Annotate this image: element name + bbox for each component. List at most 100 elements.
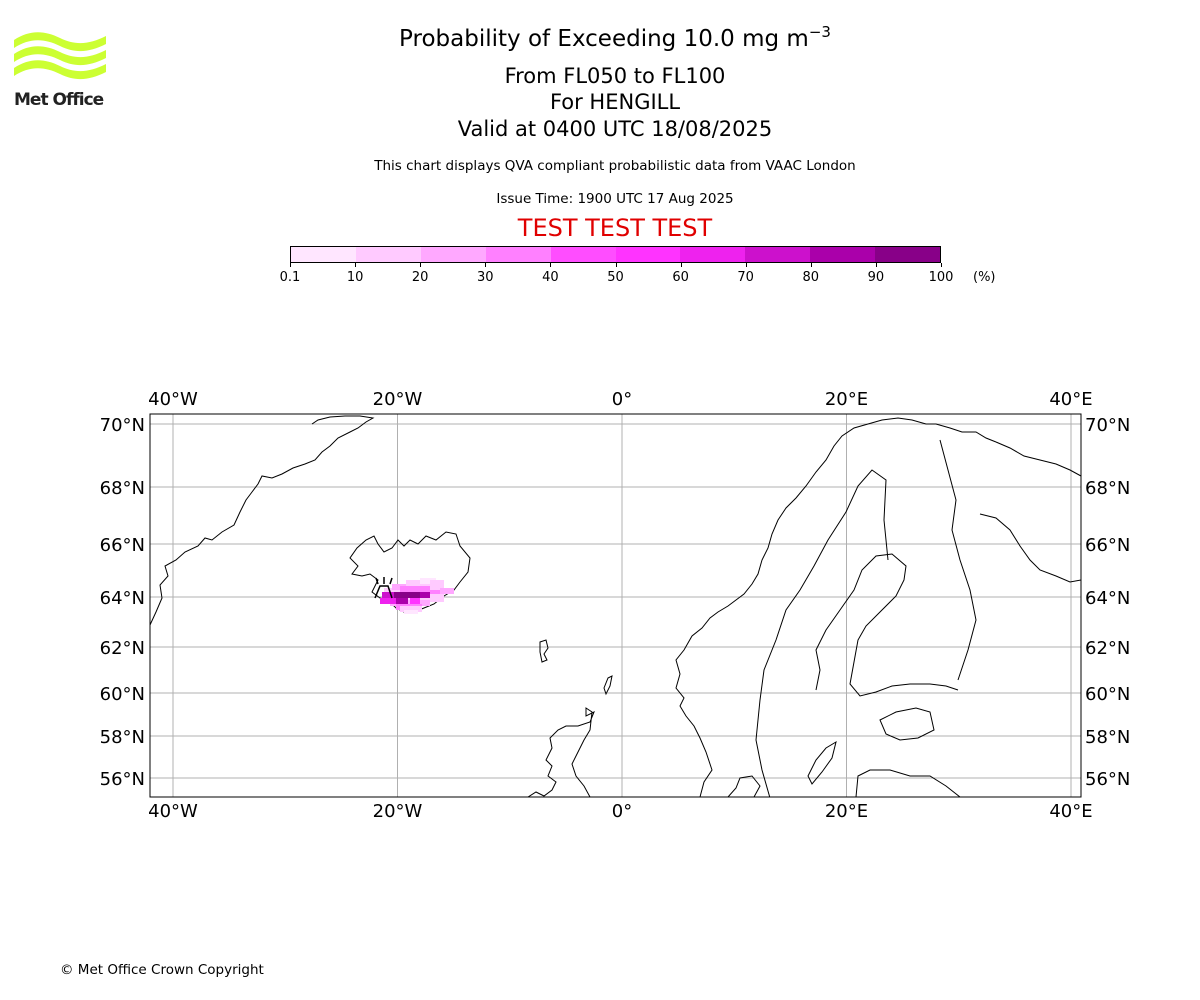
plume-cell	[404, 610, 418, 614]
lat-label-left: 70°N	[100, 415, 145, 436]
lat-label-right: 66°N	[1085, 535, 1130, 556]
lon-label-bottom: 20°E	[825, 801, 868, 822]
colorbar-segment	[745, 247, 811, 262]
colorbar-label: 30	[477, 270, 494, 285]
lat-label-right: 62°N	[1085, 638, 1130, 659]
colorbar-label: 50	[607, 270, 624, 285]
flight-level-range: From FL050 to FL100	[504, 64, 726, 88]
test-banner: TEST TEST TEST	[517, 214, 713, 242]
title-main: Probability of Exceeding 10.0 mg m	[399, 26, 809, 52]
lat-label-left: 56°N	[100, 769, 145, 790]
colorbar-segment	[810, 247, 876, 262]
lat-label-left: 58°N	[100, 727, 145, 748]
met-office-logo: Met Office	[14, 30, 108, 110]
lon-label-top: 0°	[612, 389, 632, 410]
coastline-scotland	[527, 707, 595, 797]
lat-label-right: 58°N	[1085, 727, 1130, 748]
colorbar-tick	[420, 263, 422, 267]
coastline-gotland	[855, 769, 961, 797]
colorbar-tick	[615, 263, 617, 267]
lat-label-left: 64°N	[100, 588, 145, 609]
lon-label-top: 20°W	[373, 389, 423, 410]
colorbar-tick	[810, 263, 812, 267]
chart-title: Probability of Exceeding 10.0 mg m−3	[0, 23, 1200, 53]
coastline-greenland	[150, 415, 375, 626]
title-exponent: −3	[808, 23, 831, 41]
logo-text: Met Office	[14, 90, 104, 110]
coastline-denmark	[727, 775, 761, 797]
lon-label-top: 40°W	[148, 389, 198, 410]
colorbar-label: 20	[411, 270, 429, 285]
colorbar-label: 80	[802, 270, 820, 285]
colorbar-segment	[420, 247, 486, 262]
colorbar-tick	[355, 263, 357, 267]
coastline-faroes	[539, 639, 549, 663]
colorbar-segment	[615, 247, 681, 262]
colorbar-segment	[485, 247, 551, 262]
coastline-bothnia	[815, 553, 959, 697]
colorbar-label: 90	[867, 270, 885, 285]
colorbar-label: 10	[346, 270, 364, 285]
coastline-estonia	[879, 707, 935, 741]
border-finland	[939, 439, 977, 681]
valid-time: Valid at 0400 UTC 18/08/2025	[457, 117, 773, 141]
lat-label-right: 70°N	[1085, 415, 1130, 436]
colorbar-tick	[290, 263, 291, 267]
lat-label-right: 60°N	[1085, 684, 1130, 705]
lat-label-right: 68°N	[1085, 478, 1130, 499]
colorbar-label: 70	[737, 270, 754, 285]
plume-cell	[420, 578, 436, 584]
lon-label-bottom: 0°	[612, 801, 632, 822]
volcano-marker	[374, 577, 393, 599]
copyright: © Met Office Crown Copyright	[60, 962, 264, 978]
volcano-name: For HENGILL	[549, 90, 681, 114]
plume-cell	[430, 580, 444, 590]
lon-label-bottom: 20°W	[373, 801, 423, 822]
plume-cell	[380, 598, 396, 604]
colorbar-label: 0.1	[279, 270, 301, 285]
colorbar-tick	[485, 263, 487, 267]
coastline-white-sea	[979, 513, 1081, 583]
map-frame	[149, 413, 1082, 798]
colorbar-label: 40	[542, 270, 559, 285]
coastline-shetland	[603, 675, 613, 696]
lat-label-left: 60°N	[100, 684, 145, 705]
lat-label-left: 62°N	[100, 638, 145, 659]
volcano-icon	[374, 585, 393, 599]
issue-time: Issue Time: 1900 UTC 17 Aug 2025	[496, 191, 734, 207]
axis-labels: 40°W 40°W 20°W 20°W 0° 0° 20°E 20°E 40°E 40°E 70°N…	[100, 389, 1131, 822]
lat-label-right: 64°N	[1085, 588, 1130, 609]
coastlines	[150, 415, 1081, 797]
met-office-waves-icon	[14, 32, 106, 80]
colorbar-tick	[941, 263, 942, 267]
plume-cell	[420, 592, 430, 598]
plume-cell	[396, 598, 408, 604]
colorbar-segment	[680, 247, 746, 262]
border-norway-sweden	[755, 469, 889, 797]
plume-cell	[394, 592, 428, 598]
colorbar-label: 60	[672, 270, 689, 285]
colorbar-unit: (%)	[973, 270, 996, 285]
lat-label-right: 56°N	[1085, 769, 1130, 790]
chart-description: This chart displays QVA compliant probab…	[374, 158, 856, 174]
plume-cell	[400, 586, 444, 594]
coastline-norway	[675, 417, 997, 797]
plume-cell	[440, 588, 454, 594]
coastline-baltic	[807, 740, 837, 785]
colorbar-tick	[680, 263, 682, 267]
colorbar-segment	[550, 247, 616, 262]
colorbar-label: 100	[928, 270, 954, 285]
probability-colorbar	[290, 246, 941, 263]
lon-label-top: 20°E	[825, 389, 868, 410]
coastline-kola	[995, 441, 1081, 477]
plume-cell	[410, 598, 420, 604]
ash-probability-plume	[380, 578, 454, 614]
plume-cell	[400, 606, 422, 612]
colorbar-segment	[355, 247, 421, 262]
colorbar-segment	[875, 247, 941, 262]
lon-label-bottom: 40°W	[148, 801, 198, 822]
colorbar-tick	[875, 263, 877, 267]
lat-label-left: 66°N	[100, 535, 145, 556]
